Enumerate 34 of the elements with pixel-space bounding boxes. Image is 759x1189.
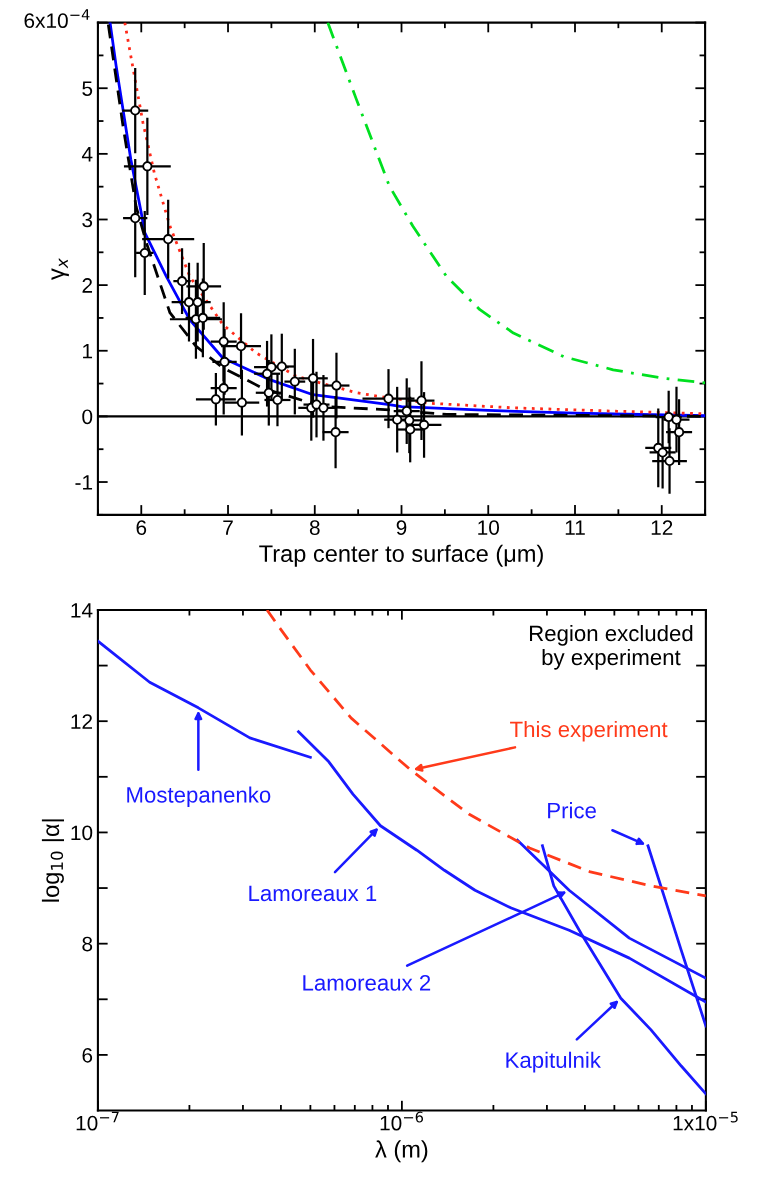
- y-tick-label: 1: [83, 343, 93, 359]
- x-tick-label: 10$^{−6}$: [380, 1111, 424, 1131]
- y-tick-label: 3: [82, 212, 93, 228]
- annotation: This experiment: [510, 720, 668, 742]
- annotation: Price: [548, 802, 596, 819]
- annotation: Lamoreaux 1: [249, 885, 377, 902]
- y-tick-label: 8: [82, 936, 93, 952]
- y-tick-label: 10: [71, 825, 93, 841]
- annotation: Lamoreaux 2: [303, 974, 431, 991]
- x-tick-label: 12: [651, 520, 673, 535]
- y-axis-title: log$_{10}$ |α|: [41, 819, 65, 902]
- text: 6x10$^{−4}$: [24, 9, 90, 29]
- y-axis-title: γ$_{x}$: [51, 258, 69, 280]
- y-tick-label: 14: [71, 603, 93, 618]
- x-tick-label: 1x10$^{−5}$: [673, 1111, 738, 1131]
- y-tick-label: 0: [82, 409, 93, 425]
- x-axis-title: λ (m): [375, 1140, 428, 1163]
- x-tick-label: 10: [478, 520, 500, 535]
- x-axis-title: Trap center to surface (μm): [259, 544, 543, 567]
- x-tick-label: 9: [396, 520, 407, 535]
- x-tick-label: 7: [223, 520, 233, 535]
- annotation: Region excluded by experiment: [530, 624, 693, 670]
- y-tick-label: 6: [82, 1047, 93, 1063]
- x-tick-label: 11: [565, 520, 585, 535]
- x-tick-label: 6: [136, 520, 147, 535]
- annotation: Kapitulnik: [506, 1051, 601, 1073]
- x-tick-label: 10$^{−7}$: [76, 1111, 119, 1131]
- y-tick-label: 5: [82, 81, 93, 96]
- y-tick-label: 2: [82, 278, 92, 293]
- y-tick-label: 4: [81, 147, 93, 162]
- annotation: Mostepanenko: [127, 786, 271, 808]
- x-tick-label: 8: [309, 520, 320, 535]
- y-tick-label: -1: [75, 475, 93, 490]
- y-tick-label: 12: [71, 714, 93, 729]
